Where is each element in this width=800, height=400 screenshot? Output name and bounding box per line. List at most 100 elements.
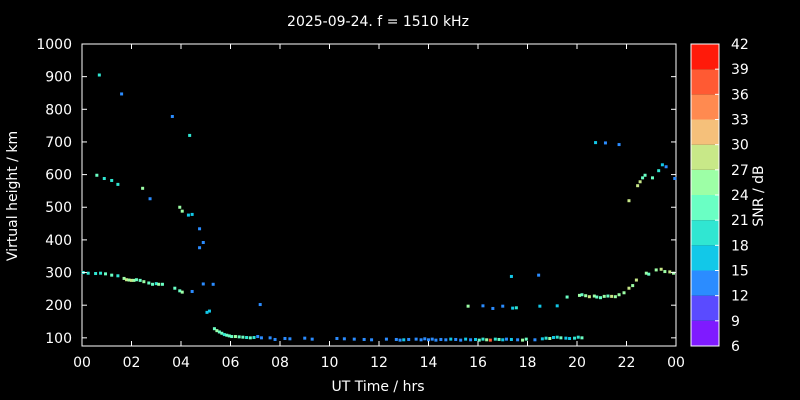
data-point — [94, 272, 98, 276]
data-point — [636, 184, 640, 188]
data-point — [147, 281, 151, 285]
data-point — [154, 282, 158, 286]
colorbar-tick-label: 18 — [731, 238, 749, 254]
data-point — [668, 270, 672, 274]
data-point — [157, 282, 161, 286]
data-point — [587, 295, 591, 299]
x-tick-label: 00 — [73, 355, 91, 371]
data-point — [258, 303, 262, 307]
data-point — [540, 337, 544, 341]
data-point — [584, 294, 588, 298]
data-point — [617, 143, 621, 147]
x-tick-label: 18 — [519, 355, 537, 371]
data-point — [555, 335, 559, 339]
x-tick-label: 10 — [321, 355, 339, 371]
x-tick-label: 08 — [271, 355, 289, 371]
data-point — [130, 278, 133, 282]
data-point — [151, 282, 155, 286]
data-point — [622, 291, 626, 295]
data-point — [657, 169, 661, 173]
data-point — [237, 335, 241, 339]
colorbar-tick-label: 27 — [731, 163, 749, 179]
data-point — [259, 336, 263, 340]
data-point — [565, 295, 569, 299]
x-axis-ticks: 00 02 04 06 08 10 12 14 16 18 20 22 00 — [73, 44, 685, 371]
data-point — [142, 280, 146, 284]
data-point — [217, 330, 221, 334]
data-point — [551, 336, 555, 340]
data-point — [555, 304, 559, 308]
data-point — [654, 268, 658, 272]
data-point — [198, 227, 202, 231]
data-point — [573, 336, 577, 340]
data-point — [650, 176, 654, 180]
data-point — [672, 271, 676, 275]
data-point — [352, 337, 356, 341]
y-tick-label: 300 — [45, 266, 72, 282]
colorbar-band — [691, 295, 719, 321]
data-point — [439, 337, 443, 341]
data-point — [559, 336, 563, 340]
data-point — [613, 295, 617, 299]
colorbar-tick-label: 30 — [731, 138, 749, 154]
data-point — [127, 278, 131, 282]
x-tick-label: 06 — [222, 355, 240, 371]
data-point — [245, 336, 249, 340]
data-point — [248, 336, 252, 340]
data-point — [491, 306, 495, 310]
data-point — [186, 213, 190, 217]
data-point — [288, 337, 292, 341]
data-point — [521, 338, 525, 342]
data-point — [454, 337, 458, 341]
colorbar-band — [691, 195, 719, 221]
data-point — [516, 338, 520, 342]
data-point — [227, 334, 231, 338]
colorbar-tick-label: 6 — [731, 339, 740, 355]
data-point — [252, 336, 256, 340]
data-point — [190, 212, 194, 216]
data-point — [504, 337, 508, 341]
y-tick-label: 200 — [45, 298, 72, 314]
data-point — [511, 306, 515, 310]
y-axis-label: Virtual height / km — [5, 131, 21, 261]
colorbar-band — [691, 44, 719, 70]
data-point — [548, 336, 552, 340]
data-point — [466, 304, 470, 308]
data-point — [474, 337, 478, 341]
y-tick-label: 1000 — [36, 37, 72, 53]
data-point — [644, 271, 648, 275]
data-point — [481, 337, 485, 341]
data-point — [283, 336, 287, 340]
colorbar-tick-label: 39 — [731, 62, 749, 78]
data-point — [398, 338, 402, 342]
data-point — [638, 180, 642, 184]
colorbar-band — [691, 245, 719, 271]
y-tick-label: 600 — [45, 168, 72, 184]
data-point — [509, 274, 513, 278]
data-point — [212, 327, 216, 331]
colorbar-tick-label: 21 — [731, 213, 749, 229]
data-point — [102, 177, 106, 181]
data-point — [394, 337, 398, 341]
data-point — [268, 336, 272, 340]
x-axis-label: UT Time / hrs — [331, 379, 424, 395]
colorbar-band — [691, 119, 719, 145]
data-point — [220, 331, 224, 335]
y-tick-label: 700 — [45, 135, 72, 151]
data-point — [564, 336, 568, 340]
data-point — [659, 267, 663, 271]
colorbar-tick-label: 24 — [731, 188, 749, 204]
data-point — [370, 338, 374, 342]
data-point — [617, 293, 621, 297]
data-point — [384, 337, 388, 341]
data-point — [170, 114, 174, 118]
colorbar-tick-label: 15 — [731, 264, 749, 280]
data-point — [464, 337, 468, 341]
data-point — [120, 92, 124, 96]
data-point — [427, 338, 430, 342]
data-point — [178, 289, 182, 293]
data-point — [627, 286, 631, 290]
data-point — [95, 173, 99, 177]
data-point — [664, 165, 668, 169]
data-point — [414, 337, 418, 341]
